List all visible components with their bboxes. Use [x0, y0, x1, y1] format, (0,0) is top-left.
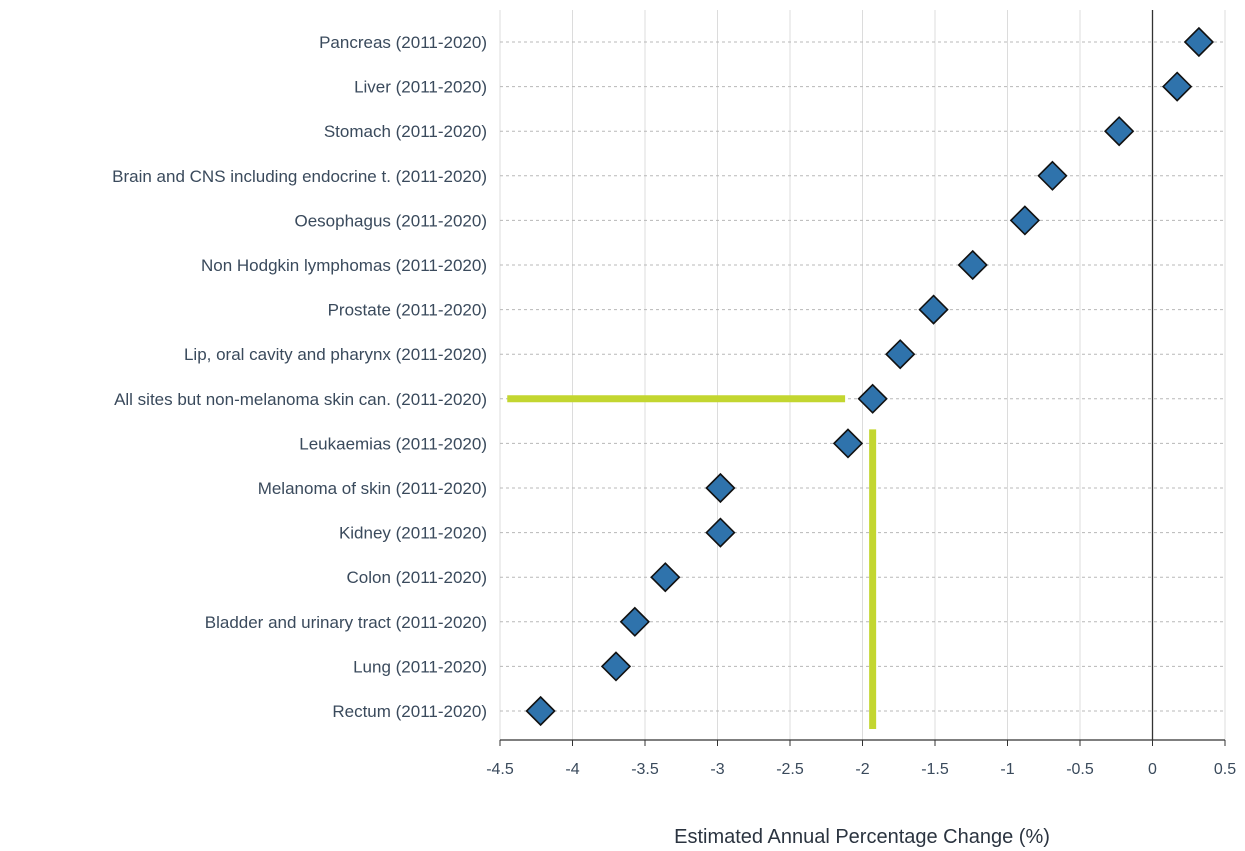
- x-tick-label: -4: [565, 761, 579, 778]
- x-tick-label: -3.5: [631, 761, 659, 778]
- category-label: Bladder and urinary tract (2011-2020): [205, 613, 487, 632]
- category-labels: Pancreas (2011-2020) Liver (2011-2020) Sto…: [112, 33, 487, 721]
- data-point-diamond: [600, 651, 632, 682]
- data-point-diamond: [525, 695, 556, 727]
- data-point-diamond: [885, 339, 916, 370]
- x-axis-title: Estimated Annual Percentage Change (%): [674, 826, 1050, 848]
- data-point-diamond: [650, 562, 681, 593]
- category-label: Leukaemias (2011-2020): [299, 434, 487, 453]
- x-tick-label: -1.5: [921, 761, 949, 778]
- data-point-diamond: [1037, 160, 1068, 191]
- data-point-diamond: [1104, 116, 1135, 147]
- x-tick-label: -4.5: [486, 761, 514, 778]
- category-label: Colon (2011-2020): [347, 568, 488, 587]
- data-point-diamond: [1009, 205, 1041, 236]
- category-label: Kidney (2011-2020): [339, 524, 487, 543]
- category-label: Prostate (2011-2020): [328, 301, 487, 320]
- data-point-diamond: [1183, 26, 1215, 58]
- category-label: Non Hodgkin lymphomas (2011-2020): [201, 256, 487, 275]
- x-axis-ticks: -4.5 -4 -3.5 -3 -2.5 -2 -1.5 -1 -0.5 0 0.5: [486, 740, 1236, 778]
- x-tick-label: -2: [855, 761, 869, 778]
- category-label: Melanoma of skin (2011-2020): [258, 479, 487, 498]
- x-tick-label: 0.5: [1214, 761, 1236, 778]
- category-label: All sites but non-melanoma skin can. (20…: [114, 390, 487, 409]
- x-tick-label: 0: [1148, 761, 1157, 778]
- category-label: Rectum (2011-2020): [332, 702, 487, 721]
- data-point-diamond: [705, 472, 736, 504]
- data-point-diamond: [918, 294, 949, 325]
- x-tick-label: -2.5: [776, 761, 804, 778]
- x-tick-label: -3: [710, 761, 724, 778]
- category-label: Liver (2011-2020): [354, 78, 487, 97]
- category-label: Pancreas (2011-2020): [319, 33, 487, 52]
- data-point-diamond: [705, 517, 736, 548]
- data-points: [525, 26, 1215, 727]
- x-tick-label: -0.5: [1066, 761, 1094, 778]
- data-point-diamond: [957, 249, 988, 281]
- category-label: Stomach (2011-2020): [324, 122, 487, 141]
- category-label: Brain and CNS including endocrine t. (20…: [112, 167, 487, 186]
- data-point-diamond: [857, 383, 888, 414]
- annotations: [507, 395, 877, 729]
- data-point-diamond: [832, 428, 864, 459]
- category-label: Lip, oral cavity and pharynx (2011-2020): [184, 345, 487, 364]
- x-tick-label: -1: [1000, 761, 1014, 778]
- data-point-diamond: [619, 606, 650, 637]
- data-point-diamond: [1162, 71, 1193, 102]
- category-label: Oesophagus (2011-2020): [295, 211, 488, 230]
- category-label: Lung (2011-2020): [353, 657, 487, 676]
